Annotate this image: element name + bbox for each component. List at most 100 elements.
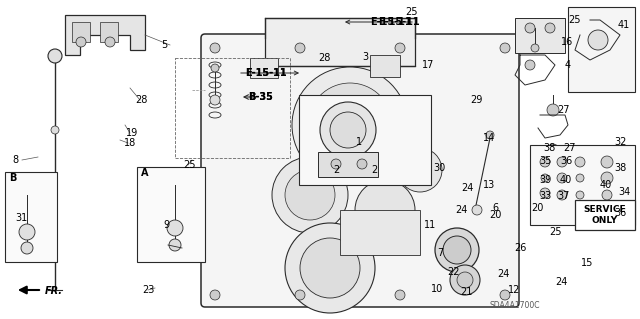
Text: SDA4A1700C: SDA4A1700C — [490, 300, 541, 309]
Circle shape — [357, 159, 367, 169]
Text: 14: 14 — [483, 133, 495, 143]
Text: 31: 31 — [15, 213, 28, 223]
Text: 15: 15 — [581, 258, 593, 268]
Text: 2: 2 — [371, 165, 377, 175]
Circle shape — [541, 174, 549, 182]
Bar — [568, 7, 635, 92]
Text: 35: 35 — [539, 156, 552, 166]
Circle shape — [450, 265, 480, 295]
Circle shape — [292, 67, 408, 183]
Text: 1: 1 — [356, 137, 362, 147]
Circle shape — [601, 156, 613, 168]
Text: 25: 25 — [183, 160, 195, 170]
Text: 21: 21 — [460, 287, 472, 297]
Text: 27: 27 — [563, 143, 575, 153]
Text: 33: 33 — [539, 191, 551, 201]
Circle shape — [320, 102, 376, 158]
Circle shape — [531, 44, 539, 52]
Circle shape — [330, 112, 366, 148]
Circle shape — [601, 172, 613, 184]
Circle shape — [76, 37, 86, 47]
Text: 17: 17 — [422, 60, 435, 70]
Circle shape — [169, 239, 181, 251]
Circle shape — [576, 174, 584, 182]
Circle shape — [167, 220, 183, 236]
Text: 4: 4 — [565, 60, 571, 70]
Text: 27: 27 — [557, 105, 570, 115]
Circle shape — [210, 290, 220, 300]
Circle shape — [547, 104, 559, 116]
Text: 36: 36 — [614, 208, 627, 218]
Text: 16: 16 — [561, 37, 573, 47]
Text: 25: 25 — [568, 15, 580, 25]
Circle shape — [576, 191, 584, 199]
Circle shape — [21, 242, 33, 254]
Text: 19: 19 — [126, 128, 138, 138]
Text: 37: 37 — [557, 191, 570, 201]
Circle shape — [557, 157, 567, 167]
Circle shape — [500, 43, 510, 53]
Text: E-15-11: E-15-11 — [378, 17, 420, 27]
Text: 28: 28 — [135, 95, 147, 105]
Polygon shape — [65, 15, 145, 55]
Text: 24: 24 — [455, 205, 467, 215]
Circle shape — [602, 190, 612, 200]
Text: 20: 20 — [489, 210, 501, 220]
Circle shape — [105, 37, 115, 47]
Bar — [137, 167, 205, 262]
Text: 24: 24 — [461, 183, 474, 193]
Bar — [340, 210, 420, 255]
Text: FR.: FR. — [45, 286, 63, 296]
Circle shape — [540, 157, 550, 167]
Circle shape — [457, 272, 473, 288]
Text: 29: 29 — [470, 95, 483, 105]
Text: 6: 6 — [492, 203, 498, 213]
Text: 2: 2 — [333, 165, 339, 175]
Text: 38: 38 — [543, 143, 556, 153]
Circle shape — [19, 224, 35, 240]
Circle shape — [210, 43, 220, 53]
Circle shape — [272, 157, 348, 233]
Bar — [265, 18, 415, 66]
Circle shape — [525, 60, 535, 70]
Text: 34: 34 — [618, 187, 630, 197]
Circle shape — [557, 190, 567, 200]
Circle shape — [398, 148, 442, 192]
Bar — [5, 172, 57, 262]
Text: 28: 28 — [318, 53, 330, 63]
Text: 24: 24 — [497, 269, 509, 279]
Circle shape — [472, 205, 482, 215]
Circle shape — [300, 238, 360, 298]
Text: 13: 13 — [483, 180, 495, 190]
Circle shape — [575, 157, 585, 167]
Text: E-15-11: E-15-11 — [245, 68, 287, 78]
Text: 25: 25 — [405, 7, 417, 17]
Circle shape — [588, 30, 608, 50]
Text: 9: 9 — [163, 220, 169, 230]
Circle shape — [211, 64, 219, 72]
Circle shape — [525, 23, 535, 33]
Text: 11: 11 — [424, 220, 436, 230]
Circle shape — [443, 236, 471, 264]
Text: E-15-11: E-15-11 — [245, 68, 287, 78]
Text: 41: 41 — [618, 20, 630, 30]
Circle shape — [545, 23, 555, 33]
Text: 30: 30 — [433, 163, 445, 173]
Circle shape — [331, 159, 341, 169]
Text: 3: 3 — [362, 52, 368, 62]
Circle shape — [51, 126, 59, 134]
Text: 39: 39 — [539, 175, 551, 185]
FancyBboxPatch shape — [201, 34, 519, 307]
Text: 32: 32 — [614, 137, 627, 147]
Text: 36: 36 — [560, 156, 572, 166]
Text: 7: 7 — [437, 248, 444, 258]
Circle shape — [285, 170, 335, 220]
Text: 10: 10 — [431, 284, 444, 294]
Text: 12: 12 — [508, 285, 520, 295]
Text: 40: 40 — [560, 175, 572, 185]
Text: 20: 20 — [531, 203, 543, 213]
Text: 24: 24 — [555, 277, 568, 287]
Text: 25: 25 — [549, 227, 561, 237]
Bar — [175, 58, 290, 158]
Circle shape — [500, 290, 510, 300]
